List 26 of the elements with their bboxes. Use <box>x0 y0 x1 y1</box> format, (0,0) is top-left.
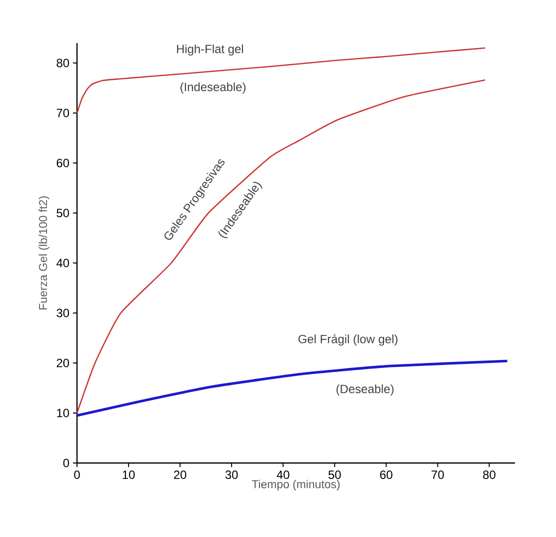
x-tick-label: 30 <box>225 470 238 479</box>
y-tick-label: 80 <box>56 58 70 68</box>
y-axis-title: Fuerza Gel (lb/100 ft2) <box>38 196 50 310</box>
x-axis-title: Tiempo (minutos) <box>252 480 340 490</box>
y-tick-label: 0 <box>63 458 70 468</box>
y-tick-label: 30 <box>56 308 70 318</box>
y-tick-label: 50 <box>56 208 70 218</box>
line-series <box>76 79 486 414</box>
annotation: (Deseable) <box>336 384 394 396</box>
x-tick-label: 0 <box>74 470 80 479</box>
y-tick-label: 70 <box>56 108 70 118</box>
x-tick-label: 20 <box>174 470 186 479</box>
y-tick-label: 40 <box>56 258 70 268</box>
y-tick-label: 10 <box>57 408 70 418</box>
line-series <box>76 360 509 417</box>
series-label: High-Flat gel <box>177 44 244 56</box>
y-tick-label: 60 <box>56 158 70 168</box>
x-tick-label: 60 <box>380 470 392 479</box>
x-tick-label: 10 <box>122 470 135 479</box>
x-tick-label: 50 <box>328 470 341 479</box>
x-tick-label: 80 <box>483 470 496 479</box>
x-tick-label: 40 <box>276 470 290 479</box>
y-tick-label: 20 <box>56 358 70 368</box>
series-label: Gel Frágil (low gel) <box>298 334 398 346</box>
annotation: (Indeseable) <box>180 82 246 94</box>
x-tick-label: 70 <box>432 470 444 479</box>
